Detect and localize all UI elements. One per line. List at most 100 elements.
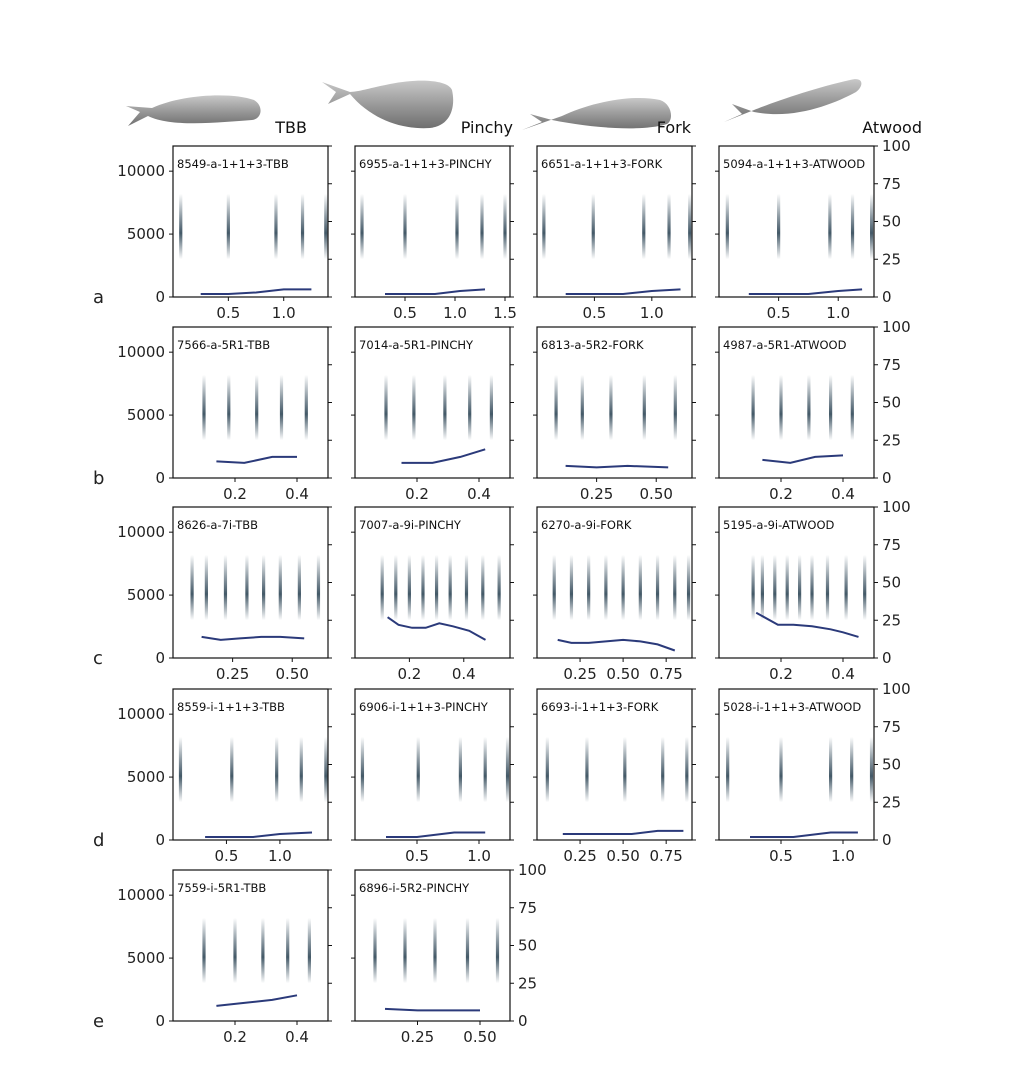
x-tick-label: 0.4 [831,665,855,683]
series-line [387,616,486,641]
click-mark [638,554,642,621]
click-mark [725,193,729,260]
x-tick-label: 0.5 [393,304,417,322]
left-y-tick-label: 10000 [117,343,165,361]
x-tick-label: 0.25 [401,1028,434,1046]
click-mark [407,554,411,621]
right-y-tick-label: 50 [882,574,901,592]
click-mark [202,374,206,441]
x-tick-label: 0.4 [285,1028,309,1046]
click-mark [384,374,388,441]
click-mark [262,554,266,621]
panel-title: 7014-a-5R1-PINCHY [359,338,474,352]
click-mark [255,374,259,441]
click-mark [685,736,689,803]
x-tick-label: 1.0 [467,847,491,865]
click-mark [495,917,500,984]
click-mark [324,736,328,803]
click-mark [673,554,677,621]
panel-b-1: 0 5000 10000 0.2 0.4 7566-a-5R1-TBB b [93,326,332,503]
whale-illustration-3 [522,97,672,130]
right-y-tick-label: 100 [882,498,911,516]
click-mark [468,374,472,441]
click-mark [609,374,613,441]
x-tick-label: 1.5 [493,304,517,322]
x-tick-label: 1.0 [268,847,292,865]
x-tick-label: 0.2 [397,665,421,683]
right-y-tick-label: 25 [882,431,901,449]
click-mark [655,554,660,621]
click-mark [230,736,234,803]
x-tick-label: 0.75 [649,847,682,865]
x-tick-label: 0.2 [769,485,793,503]
x-tick-label: 0.4 [831,485,855,503]
click-mark [621,554,625,621]
x-tick-label: 0.75 [649,665,682,683]
click-mark [275,736,279,803]
click-mark [394,554,398,621]
click-mark [274,193,278,260]
left-y-tick-label: 0 [155,469,165,487]
x-tick-label: 1.0 [831,847,855,865]
click-mark [434,554,439,621]
click-mark [278,554,282,621]
panel-d-4: 0 25 50 75 100 0.5 1.0 5028-i-1+1+3-ATWOOD [715,680,911,865]
click-mark [751,374,755,441]
click-mark [279,374,284,441]
series-line [200,288,312,295]
click-mark [360,736,365,803]
left-y-tick-label: 0 [155,1012,165,1030]
x-tick-label: 0.2 [405,485,429,503]
x-tick-label: 0.2 [223,1028,247,1046]
panel-c-1: 0 5000 10000 0.25 0.50 8626-a-7i-TBB c [93,506,332,683]
click-mark [661,736,665,803]
x-tick-label: 0.2 [223,485,247,503]
click-mark [464,554,469,621]
panel-title: 6813-a-5R2-FORK [541,338,644,352]
panel-d-2: 0.5 1.0 6906-i-1+1+3-PINCHY [351,688,514,865]
right-y-tick-label: 75 [882,718,901,736]
x-tick-label: 0.5 [405,847,429,865]
click-mark [825,554,830,621]
panel-b-3: 0.25 0.50 6813-a-5R2-FORK [533,326,696,503]
row-letter: c [93,648,103,669]
click-mark [421,554,425,621]
series-line [385,288,486,295]
click-mark [403,193,407,260]
panel-a-1: 0 5000 10000 0.5 1.0 8549-a-1+1+3-TBB a [93,145,332,322]
panel-title: 6906-i-1+1+3-PINCHY [359,700,489,714]
click-mark [458,736,462,803]
x-tick-label: 0.50 [606,847,639,865]
panel-b-4: 0 25 50 75 100 0.2 0.4 4987-a-5R1-ATWOOD [715,318,911,503]
click-mark [286,917,290,984]
click-mark [226,193,230,260]
click-mark [261,917,265,984]
left-y-tick-label: 5000 [127,768,165,786]
series-line [748,288,863,295]
whale-name-3: Fork [657,118,692,137]
click-mark [304,374,308,441]
click-mark [773,554,777,621]
click-mark [829,374,833,441]
click-mark [785,554,789,621]
panel-d-1: 0 5000 10000 0.5 1.0 8559-i-1+1+3-TBB d [93,688,332,865]
click-mark [480,193,484,260]
click-mark [604,554,608,621]
x-tick-label: 0.5 [215,847,239,865]
click-mark [443,374,447,441]
click-mark [642,193,646,260]
click-mark [202,917,206,984]
click-mark [204,554,208,621]
click-mark [179,193,183,260]
panel-title: 8559-i-1+1+3-TBB [177,700,285,714]
right-y-tick-label: 25 [518,974,537,992]
click-mark [542,193,546,260]
whale-illustration-2 [322,80,454,129]
left-y-tick-label: 10000 [117,705,165,723]
click-mark [190,554,194,621]
right-y-tick-label: 100 [518,861,547,879]
x-tick-label: 0.5 [769,847,793,865]
series-line [762,454,844,464]
x-tick-label: 0.50 [640,485,673,503]
